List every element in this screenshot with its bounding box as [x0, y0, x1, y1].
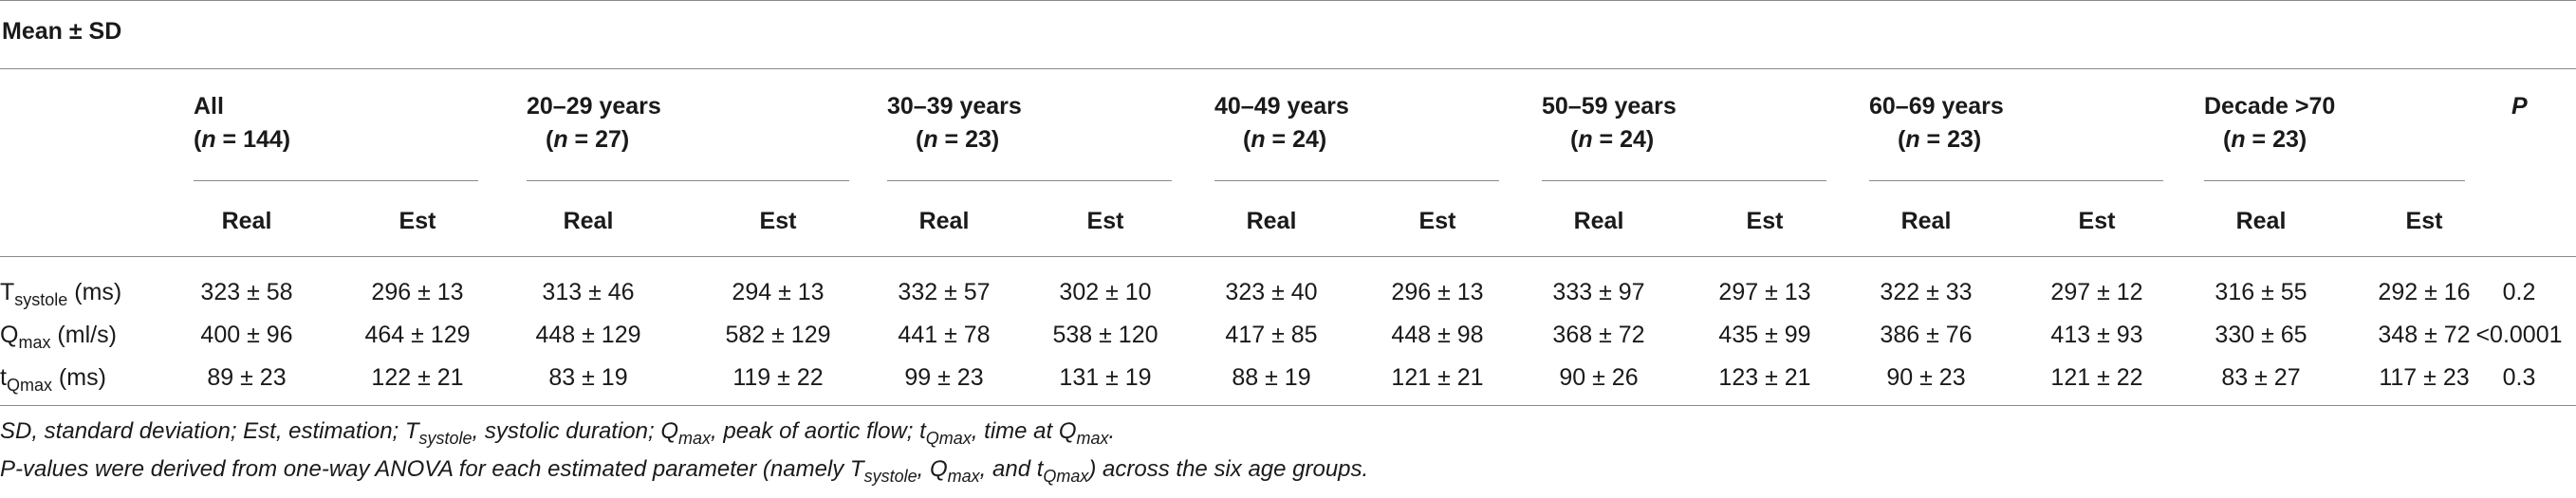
group-header-40-49: 40–49 years (n = 24) [1214, 90, 1349, 157]
group-label: 30–39 years [887, 93, 1022, 120]
group-label: 40–49 years [1214, 93, 1349, 120]
table-cell: 330 ± 65 [2215, 322, 2307, 348]
table-cell: 292 ± 16 [2378, 279, 2471, 305]
group-n: (n = 23) [916, 126, 1000, 153]
table-cell: 117 ± 23 [2379, 364, 2470, 391]
body-top-rule [0, 256, 2576, 257]
table-cell: 83 ± 27 [2221, 364, 2301, 391]
p-value-cell: 0.3 [2502, 364, 2536, 391]
group-header-30-39: 30–39 years (n = 23) [887, 90, 1022, 157]
table-cell: 89 ± 23 [207, 364, 287, 391]
table-cell: 313 ± 46 [542, 279, 635, 305]
group-header-20-29: 20–29 years (n = 27) [527, 90, 661, 157]
group-underline [1542, 180, 1826, 181]
row-label-tqmax: tQmax (ms) [0, 364, 106, 395]
group-label: Decade >70 [2204, 93, 2336, 120]
row-label-qmax: Qmax (ml/s) [0, 322, 117, 352]
group-underline [527, 180, 849, 181]
table-cell: 435 ± 99 [1718, 322, 1811, 348]
p-header: P [2511, 93, 2528, 120]
table-cell: 296 ± 13 [1391, 279, 1484, 305]
table-cell: 90 ± 23 [1886, 364, 1966, 391]
group-underline [194, 180, 478, 181]
table-cell: 122 ± 21 [371, 364, 464, 391]
group-n: (n = 23) [2223, 126, 2307, 153]
table-cell: 348 ± 72 [2378, 322, 2471, 348]
subheader-est: Est [1418, 208, 1456, 234]
table-cell: 88 ± 19 [1232, 364, 1311, 391]
group-n: (n = 144) [194, 126, 291, 153]
table-cell: 417 ± 85 [1225, 322, 1318, 348]
table-cell: 99 ± 23 [904, 364, 984, 391]
group-header-decade-70: Decade >70 (n = 23) [2204, 90, 2335, 157]
subheader-real: Real [221, 208, 272, 234]
footnote-abbreviations: SD, standard deviation; Est, estimation;… [0, 418, 1116, 448]
table-cell: 400 ± 96 [200, 322, 293, 348]
table-cell: 294 ± 13 [732, 279, 825, 305]
subheader-est: Est [1746, 208, 1784, 234]
table-cell: 323 ± 40 [1225, 279, 1318, 305]
table-cell: 464 ± 129 [364, 322, 471, 348]
table-cell: 316 ± 55 [2215, 279, 2307, 305]
row-label-tsystole: Tsystole (ms) [0, 279, 122, 309]
footnote-p-values: P-values were derived from one-way ANOVA… [0, 456, 1369, 486]
subheader-real: Real [563, 208, 614, 234]
group-underline [887, 180, 1172, 181]
group-label: 20–29 years [527, 93, 661, 120]
table-cell: 448 ± 98 [1391, 322, 1484, 348]
group-header-50-59: 50–59 years (n = 24) [1542, 90, 1677, 157]
p-value-cell: <0.0001 [2475, 322, 2563, 348]
subheader-est: Est [2078, 208, 2116, 234]
table-cell: 121 ± 22 [2050, 364, 2143, 391]
table-cell: 297 ± 12 [2050, 279, 2143, 305]
table-cell: 582 ± 129 [725, 322, 831, 348]
table-cell: 121 ± 21 [1391, 364, 1484, 391]
group-label: All [194, 93, 224, 120]
subheader-real: Real [1573, 208, 1624, 234]
table-cell: 386 ± 76 [1880, 322, 1973, 348]
table-cell: 448 ± 129 [535, 322, 641, 348]
group-header-all: All (n = 144) [194, 90, 290, 157]
table-cell: 296 ± 13 [371, 279, 464, 305]
table-cell: 119 ± 22 [732, 364, 824, 391]
group-n: (n = 27) [546, 126, 630, 153]
group-underline [1214, 180, 1499, 181]
subheader-real: Real [1246, 208, 1297, 234]
table-cell: 368 ± 72 [1552, 322, 1645, 348]
table-cell: 333 ± 97 [1552, 279, 1645, 305]
table-cell: 323 ± 58 [200, 279, 293, 305]
subheader-est: Est [1086, 208, 1124, 234]
subheader-real: Real [1900, 208, 1952, 234]
subheader-est: Est [2405, 208, 2443, 234]
table-cell: 332 ± 57 [898, 279, 991, 305]
group-underline [2204, 180, 2465, 181]
subheader-est: Est [398, 208, 436, 234]
table-cell: 441 ± 78 [898, 322, 991, 348]
top-rule [0, 0, 2576, 1]
table-cell: 538 ± 120 [1052, 322, 1158, 348]
table-cell: 131 ± 19 [1059, 364, 1152, 391]
bottom-rule [0, 405, 2576, 406]
group-n: (n = 24) [1243, 126, 1327, 153]
table-cell: 413 ± 93 [2050, 322, 2143, 348]
subheader-real: Real [918, 208, 970, 234]
group-label: 60–69 years [1869, 93, 2004, 120]
group-label: 50–59 years [1542, 93, 1677, 120]
group-header-60-69: 60–69 years (n = 23) [1869, 90, 2004, 157]
mean-sd-label: Mean ± SD [2, 18, 122, 45]
subheader-real: Real [2235, 208, 2287, 234]
table-cell: 322 ± 33 [1880, 279, 1973, 305]
p-value-cell: 0.2 [2502, 279, 2536, 305]
table-cell: 297 ± 13 [1718, 279, 1811, 305]
subheader-est: Est [759, 208, 797, 234]
group-n: (n = 24) [1570, 126, 1655, 153]
table-cell: 302 ± 10 [1059, 279, 1152, 305]
table-cell: 90 ± 26 [1559, 364, 1639, 391]
header-rule [0, 68, 2576, 69]
group-underline [1869, 180, 2163, 181]
table-cell: 123 ± 21 [1718, 364, 1811, 391]
group-n: (n = 23) [1898, 126, 1982, 153]
table-cell: 83 ± 19 [548, 364, 628, 391]
